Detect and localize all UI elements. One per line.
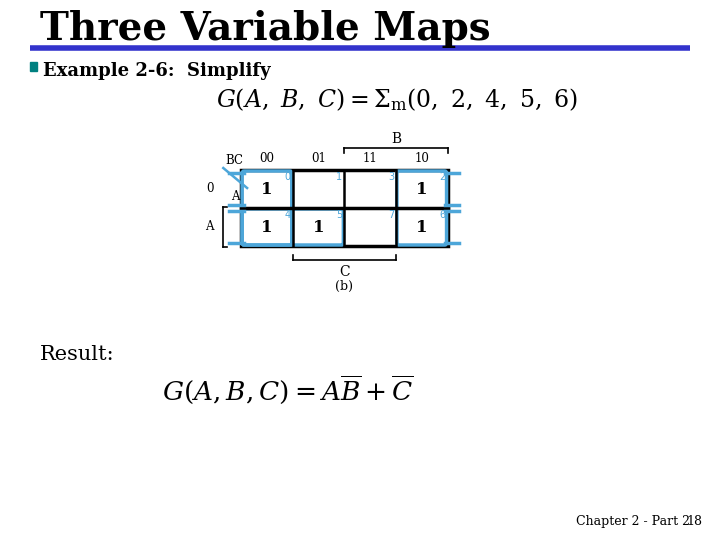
Text: 1: 1 [416,180,428,198]
Text: $G(A,B,C) = A\overline{B} + \overline{C}$: $G(A,B,C) = A\overline{B} + \overline{C}… [162,374,414,407]
Text: 1: 1 [261,219,273,235]
Bar [30,62,37,71]
Text: 3: 3 [388,172,394,182]
Text: 1: 1 [312,219,324,235]
Text: Three Variable Maps: Three Variable Maps [40,10,490,48]
Text: Result:: Result: [40,345,114,364]
Text: Example 2-6:  Simplify: Example 2-6: Simplify [42,62,270,80]
Text: B: B [391,132,401,146]
Text: 0: 0 [284,172,291,182]
Bar [241,170,448,246]
Text: 5: 5 [336,210,343,220]
Text: A: A [231,190,240,203]
Text: 0: 0 [206,183,213,195]
Text: C: C [339,265,350,279]
Text: $G(A,\ B,\ C) = \Sigma_{\rm m}(0,\ 2,\ 4,\ 5,\ 6)$: $G(A,\ B,\ C) = \Sigma_{\rm m}(0,\ 2,\ 4… [216,86,578,113]
Text: 1: 1 [416,219,428,235]
Text: A: A [205,220,213,233]
Text: BC: BC [225,154,243,167]
Text: 00: 00 [259,152,274,165]
Text: 01: 01 [311,152,326,165]
Text: Chapter 2 - Part 2: Chapter 2 - Part 2 [575,515,690,528]
Text: 11: 11 [363,152,377,165]
Text: 6: 6 [439,210,446,220]
Text: 1: 1 [261,180,273,198]
Text: 4: 4 [284,210,291,220]
Text: 10: 10 [414,152,429,165]
Text: 7: 7 [387,210,394,220]
Text: (b): (b) [336,280,354,293]
Text: 1: 1 [336,172,343,182]
Text: 2: 2 [439,172,446,182]
Text: 18: 18 [687,515,703,528]
